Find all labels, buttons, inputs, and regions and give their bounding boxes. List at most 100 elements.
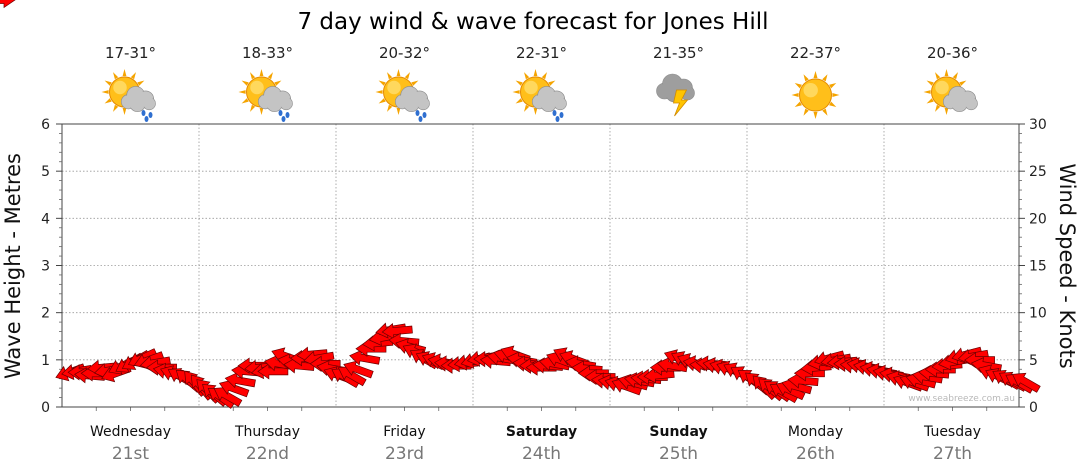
sun-ray [926, 98, 934, 104]
sun-ray [137, 80, 145, 86]
sun-ray [378, 80, 386, 86]
sun-ray [829, 83, 837, 89]
sun-ray [267, 72, 273, 80]
cloud-fill [417, 98, 429, 109]
sun-ray [548, 80, 556, 86]
day-date-label: 27th [933, 444, 972, 464]
sun-ray [803, 74, 809, 82]
watermark: www.seabreeze.com.au [908, 394, 1015, 404]
cloud-fill [541, 96, 556, 111]
day-date-label: 22nd [246, 444, 289, 464]
y2-tick-label: 15 [1029, 259, 1047, 275]
storm-icon [656, 73, 695, 117]
sun-ray [829, 101, 837, 107]
sun-ray [794, 83, 802, 89]
sun-ray [813, 71, 818, 79]
sun-ray [524, 104, 530, 112]
left-axis: 0 1 2 3 4 5 6 [41, 117, 62, 416]
sun-ray [533, 69, 538, 77]
sun-ray [923, 90, 931, 94]
wind-arrow [337, 366, 367, 387]
day-date-label: 21st [112, 444, 149, 464]
wind-arrow [1011, 372, 1041, 393]
day-header: 22-37° [790, 44, 841, 119]
sun-ray [122, 107, 127, 115]
wind-arrow [218, 379, 250, 398]
sun-highlight [935, 80, 949, 95]
y-tick-label: 6 [41, 117, 50, 133]
rain-drop [415, 110, 420, 116]
sun-cloud-rain-icon [512, 69, 567, 122]
rain-drop [141, 110, 146, 116]
temperature-range: 20-36° [927, 44, 978, 62]
sun-ray [794, 101, 802, 107]
day-date-label: 24th [522, 444, 561, 464]
rain-drop [559, 112, 564, 118]
sun-ray [822, 108, 828, 116]
sun-ray [113, 104, 119, 112]
rain-drop [148, 112, 153, 118]
sun-highlight [387, 80, 401, 95]
wind-arrows [0, 0, 1041, 409]
sun-ray [396, 69, 401, 77]
day-date-label: 25th [659, 444, 698, 464]
day-header: 20-32° [375, 44, 430, 122]
day-labels: Wednesday 21st Thursday 22nd Friday 23rd Satur… [90, 424, 981, 464]
sun-ray [813, 111, 818, 119]
day-name-label: Saturday [506, 424, 577, 440]
wind-arrow [349, 349, 381, 366]
y-axis-label: Wave Height - Metres [1, 153, 25, 379]
sun-ray [113, 72, 119, 80]
day-header: 18-33° [238, 44, 293, 122]
y-tick-label: 4 [41, 211, 50, 227]
sun-ray [378, 98, 386, 104]
sun-ray [130, 72, 136, 80]
sun-cloud-rain-icon [375, 69, 430, 122]
temperature-range: 18-33° [242, 44, 293, 62]
y2-axis-label: Wind Speed - Knots [1055, 163, 1079, 368]
rain-drop [278, 110, 283, 116]
day-name-label: Friday [383, 424, 425, 440]
wind-arrow [381, 322, 413, 340]
cloud-fill [404, 96, 419, 111]
y-tick-label: 3 [41, 259, 50, 275]
temperature-range: 22-37° [790, 44, 841, 62]
sun-highlight [113, 80, 127, 95]
rain-drop [552, 110, 557, 116]
sun-ray [822, 74, 828, 82]
sun-highlight [250, 80, 264, 95]
y2-tick-label: 0 [1029, 400, 1038, 416]
lightning-bolt [672, 89, 689, 117]
sun-ray [396, 107, 401, 115]
sun-ray [274, 80, 282, 86]
wind-arrow [787, 372, 819, 389]
rain-drop [281, 116, 286, 122]
sun-cloud-icon [923, 69, 978, 115]
sun-ray [803, 108, 809, 116]
day-header: 22-31° [512, 44, 567, 122]
sun-ray [512, 90, 520, 94]
sun-ray [524, 72, 530, 80]
wind-arrow [0, 0, 16, 9]
rain-drop [418, 116, 423, 122]
sun-ray [259, 69, 264, 77]
sun-ray [122, 69, 127, 77]
day-date-label: 26th [796, 444, 835, 464]
sun-ray [241, 80, 249, 86]
day-name-label: Thursday [234, 424, 300, 440]
temperature-range: 17-31° [105, 44, 156, 62]
sun-ray [952, 72, 958, 80]
cloud-fill [965, 98, 977, 109]
sun-ray [533, 107, 538, 115]
day-name-label: Tuesday [923, 424, 981, 440]
day-date-label: 23rd [385, 444, 424, 464]
y-tick-label: 0 [41, 400, 50, 416]
cloud-fill [267, 96, 282, 111]
sun-cloud-rain-icon [101, 69, 156, 122]
sun-ray [404, 72, 410, 80]
sun-ray [926, 80, 934, 86]
day-name-label: Monday [788, 424, 843, 440]
cloud-fill [952, 96, 967, 111]
right-axis: 0 5 10 15 20 25 30 [1019, 117, 1047, 416]
